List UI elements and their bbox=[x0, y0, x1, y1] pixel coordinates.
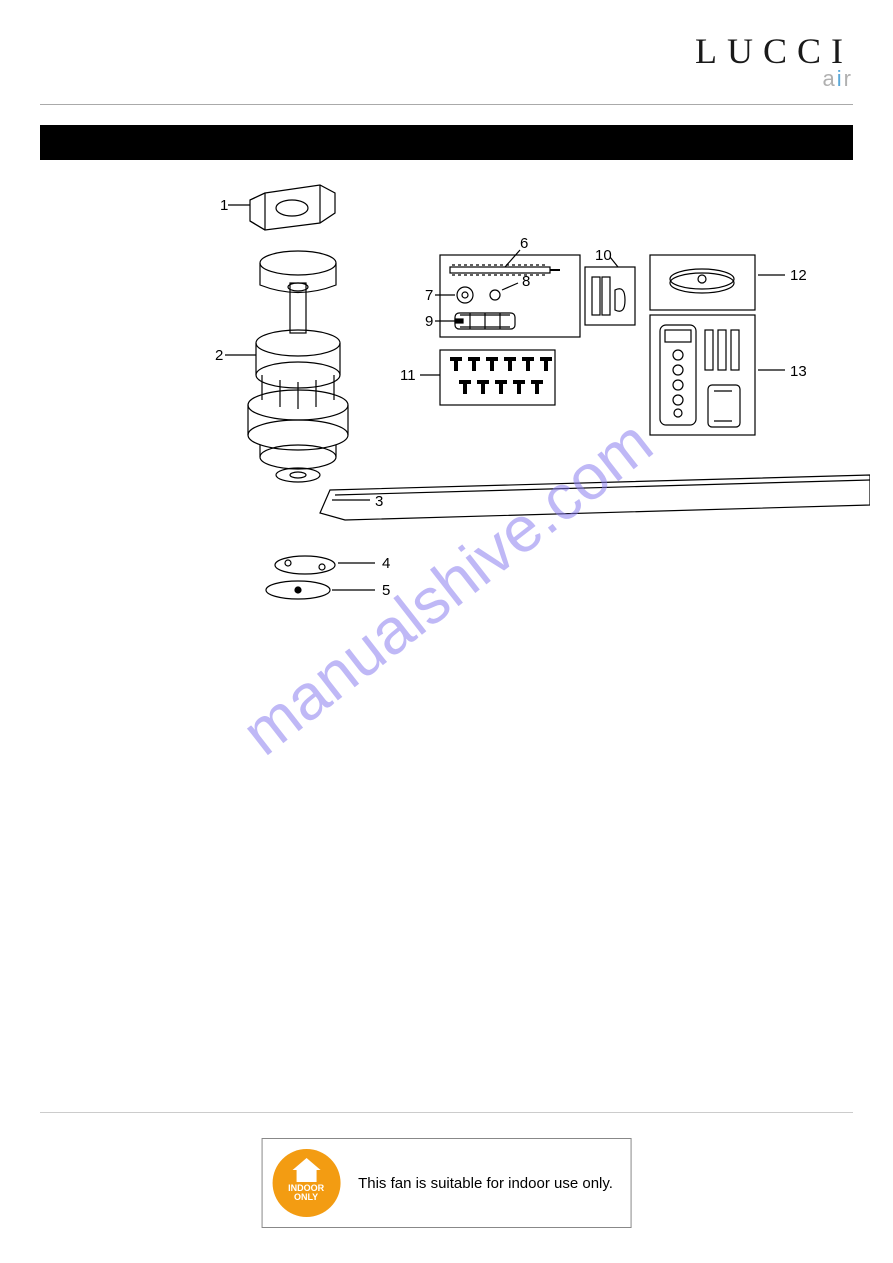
callout-11: 11 bbox=[400, 367, 416, 384]
footer-notice: INDOOR ONLY This fan is suitable for ind… bbox=[261, 1138, 632, 1228]
section-bar bbox=[40, 125, 853, 160]
footer-rule bbox=[40, 1112, 853, 1113]
header: LUCCI air bbox=[40, 30, 853, 105]
callout-6: 6 bbox=[520, 235, 528, 252]
brand-logo: LUCCI air bbox=[695, 30, 853, 92]
callout-3: 3 bbox=[375, 493, 383, 510]
callout-10: 10 bbox=[595, 247, 612, 264]
callout-8: 8 bbox=[522, 273, 530, 290]
callout-4: 4 bbox=[382, 555, 390, 572]
manual-page: LUCCI air bbox=[0, 0, 893, 1263]
callout-13: 13 bbox=[790, 363, 807, 380]
house-icon bbox=[292, 1158, 320, 1182]
callout-7: 7 bbox=[425, 287, 433, 304]
footer-caption: This fan is suitable for indoor use only… bbox=[358, 1175, 613, 1192]
callout-2: 2 bbox=[215, 347, 223, 364]
callout-5: 5 bbox=[382, 582, 390, 599]
callout-1: 1 bbox=[220, 197, 228, 214]
callout-12: 12 bbox=[790, 267, 807, 284]
indoor-only-badge: INDOOR ONLY bbox=[272, 1149, 340, 1217]
exploded-diagram: 1 2 3 4 5 6 7 8 9 10 11 12 13 manualshiv… bbox=[40, 175, 853, 955]
badge-text: INDOOR ONLY bbox=[288, 1184, 324, 1202]
callout-9: 9 bbox=[425, 313, 433, 330]
